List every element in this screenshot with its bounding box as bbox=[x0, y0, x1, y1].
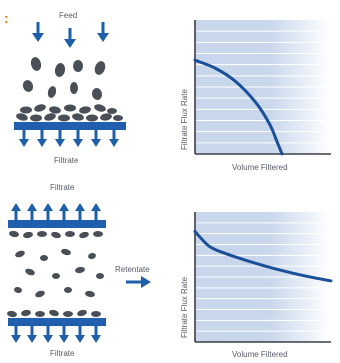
membrane-upper bbox=[8, 220, 106, 228]
filtrate-arrows-down bbox=[19, 130, 119, 147]
tangential-flow-illustration bbox=[7, 203, 151, 343]
chart-1-ylabel: Filtrate Flux Rate bbox=[180, 89, 189, 150]
chart-2-ylabel: Filtrate Flux Rate bbox=[180, 277, 189, 338]
feed-particles bbox=[22, 57, 106, 100]
upper-particle-layer bbox=[9, 230, 103, 239]
membrane-top-illustration bbox=[14, 122, 126, 130]
filtrate-arrows-down-bottom bbox=[11, 326, 101, 343]
filtrate-arrows-up bbox=[11, 203, 101, 220]
suspended-particles bbox=[14, 248, 104, 298]
feed-arrows bbox=[32, 22, 109, 48]
chart-2-xlabel: Volume Filtered bbox=[232, 350, 288, 359]
flux-curve bbox=[193, 230, 333, 283]
membrane-lower bbox=[8, 318, 106, 326]
filtrate-label-bottom-bottom: Filtrate bbox=[50, 349, 75, 358]
dead-end-filtration-illustration bbox=[14, 22, 126, 147]
corner-mark: : bbox=[4, 10, 9, 26]
retentate-arrow bbox=[126, 276, 151, 288]
feed-label: Feed bbox=[59, 11, 78, 20]
filter-cake bbox=[16, 104, 123, 122]
filtrate-label-bottom-top: Filtrate bbox=[50, 183, 75, 192]
retentate-label: Retentate bbox=[115, 265, 150, 274]
filtrate-label-top-panel: Filtrate bbox=[54, 156, 79, 165]
flux-chart-tangential bbox=[193, 212, 333, 343]
flux-curve bbox=[193, 58, 284, 156]
lower-particle-layer bbox=[7, 309, 101, 318]
chart-1-xlabel: Volume Filtered bbox=[232, 163, 288, 172]
flux-chart-dead-end bbox=[193, 20, 331, 156]
